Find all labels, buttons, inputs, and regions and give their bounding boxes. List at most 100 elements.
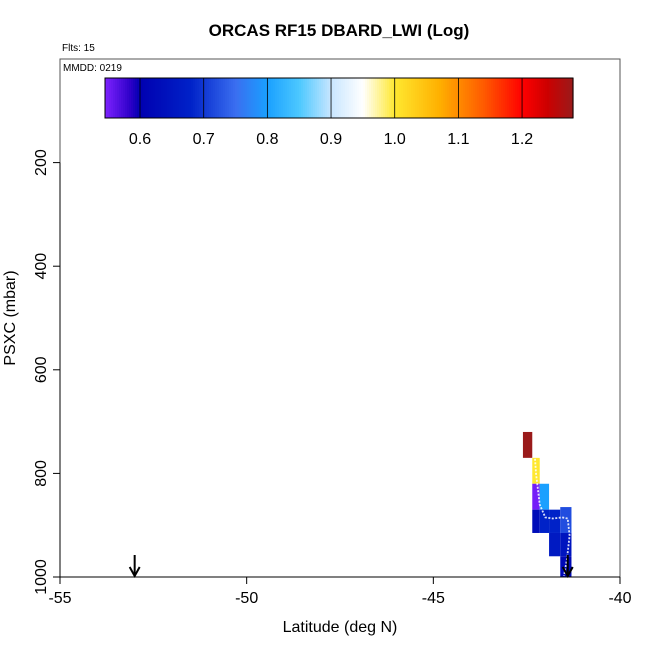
colorbar-swatch bbox=[265, 78, 268, 118]
colorbar-swatch bbox=[511, 78, 514, 118]
colorbar-swatch bbox=[435, 78, 438, 118]
colorbar-swatch bbox=[135, 78, 138, 118]
colorbar-swatch bbox=[497, 78, 500, 118]
colorbar-swatch bbox=[329, 78, 332, 118]
colorbar-swatch bbox=[105, 78, 108, 118]
data-cell bbox=[522, 431, 533, 458]
colorbar-swatch bbox=[523, 78, 526, 118]
colorbar-frame bbox=[104, 77, 574, 119]
colorbar-swatch bbox=[479, 78, 482, 118]
colorbar-swatch bbox=[241, 78, 244, 118]
colorbar-swatch bbox=[199, 78, 202, 118]
colorbar-swatch bbox=[143, 78, 146, 118]
y-tick-label: 200 bbox=[33, 149, 50, 176]
y-tick-label: 600 bbox=[33, 356, 50, 383]
colorbar-swatch bbox=[225, 78, 228, 118]
arrow-marker-head bbox=[561, 566, 574, 579]
colorbar-swatch bbox=[513, 78, 516, 118]
y-tick-label: 800 bbox=[33, 460, 50, 487]
colorbar-tick-label: 0.8 bbox=[256, 131, 278, 148]
x-tick-label: -40 bbox=[608, 590, 631, 607]
colorbar-swatch bbox=[413, 78, 416, 118]
colorbar-swatch bbox=[301, 78, 304, 118]
colorbar-swatch bbox=[501, 78, 504, 118]
colorbar-swatch bbox=[247, 78, 250, 118]
colorbar-swatch bbox=[373, 78, 376, 118]
colorbar-swatch bbox=[123, 78, 126, 118]
colorbar-swatch bbox=[491, 78, 494, 118]
colorbar-swatch bbox=[473, 78, 476, 118]
colorbar-swatch bbox=[179, 78, 182, 118]
colorbar-swatch bbox=[481, 78, 484, 118]
colorbar-swatch bbox=[197, 78, 200, 118]
x-axis: -55 -50 -45 -40 bbox=[48, 576, 632, 607]
colorbar-swatch bbox=[359, 78, 362, 118]
colorbar-swatch bbox=[429, 78, 432, 118]
colorbar-swatch bbox=[469, 78, 472, 118]
colorbar-swatch bbox=[343, 78, 346, 118]
colorbar-swatch bbox=[305, 78, 308, 118]
colorbar-swatch bbox=[297, 78, 300, 118]
colorbar-swatch bbox=[183, 78, 186, 118]
colorbar-swatch bbox=[525, 78, 528, 118]
colorbar-swatch bbox=[147, 78, 150, 118]
colorbar-swatch bbox=[451, 78, 454, 118]
date-label: MMDD: 0219 bbox=[63, 63, 122, 74]
colorbar-swatch bbox=[187, 78, 190, 118]
colorbar-swatch bbox=[201, 78, 204, 118]
colorbar-swatch bbox=[281, 78, 284, 118]
colorbar-swatch bbox=[507, 78, 510, 118]
colorbar-swatch bbox=[465, 78, 468, 118]
colorbar-swatch bbox=[383, 78, 386, 118]
colorbar-swatch bbox=[425, 78, 428, 118]
colorbar-swatch bbox=[177, 78, 180, 118]
colorbar-swatch bbox=[231, 78, 234, 118]
colorbar-swatch bbox=[307, 78, 310, 118]
colorbar-swatch bbox=[249, 78, 252, 118]
colorbar-swatch bbox=[319, 78, 322, 118]
colorbar-swatch bbox=[437, 78, 440, 118]
colorbar-swatch bbox=[371, 78, 374, 118]
colorbar-swatch bbox=[253, 78, 256, 118]
colorbar-swatch bbox=[463, 78, 466, 118]
colorbar-swatch bbox=[113, 78, 116, 118]
colorbar-swatch bbox=[389, 78, 392, 118]
colorbar-swatch bbox=[223, 78, 226, 118]
markers bbox=[128, 555, 574, 579]
colorbar-swatch bbox=[445, 78, 448, 118]
colorbar-swatch bbox=[419, 78, 422, 118]
x-tick-label: -55 bbox=[48, 590, 71, 607]
colorbar-swatch bbox=[257, 78, 260, 118]
colorbar-swatch bbox=[567, 78, 570, 118]
colorbar-swatch bbox=[115, 78, 118, 118]
colorbar-swatch bbox=[209, 78, 212, 118]
colorbar-swatch bbox=[515, 78, 518, 118]
colorbar-swatch bbox=[443, 78, 446, 118]
colorbar-swatch bbox=[175, 78, 178, 118]
colorbar-swatch bbox=[145, 78, 148, 118]
colorbar-swatch bbox=[455, 78, 458, 118]
colorbar-swatch bbox=[375, 78, 378, 118]
colorbar-swatch bbox=[441, 78, 444, 118]
colorbar-swatch bbox=[411, 78, 414, 118]
colorbar-swatch bbox=[125, 78, 128, 118]
data-cell bbox=[549, 509, 561, 533]
colorbar-swatch bbox=[221, 78, 224, 118]
x-axis-label: Latitude (deg N) bbox=[283, 619, 398, 636]
chart-title: ORCAS RF15 DBARD_LWI (Log) bbox=[209, 21, 470, 40]
colorbar-swatch bbox=[335, 78, 338, 118]
colorbar-swatch bbox=[345, 78, 348, 118]
colorbar-swatch bbox=[321, 78, 324, 118]
colorbar-swatch bbox=[421, 78, 424, 118]
colorbar-swatch bbox=[365, 78, 368, 118]
colorbar-swatch bbox=[407, 78, 410, 118]
colorbar-swatch bbox=[213, 78, 216, 118]
colorbar-swatch bbox=[287, 78, 290, 118]
colorbar-swatch bbox=[517, 78, 520, 118]
colorbar-swatch bbox=[315, 78, 318, 118]
colorbar-swatch bbox=[155, 78, 158, 118]
colorbar-swatch bbox=[137, 78, 140, 118]
colorbar-swatch bbox=[181, 78, 184, 118]
colorbar-swatch bbox=[189, 78, 192, 118]
